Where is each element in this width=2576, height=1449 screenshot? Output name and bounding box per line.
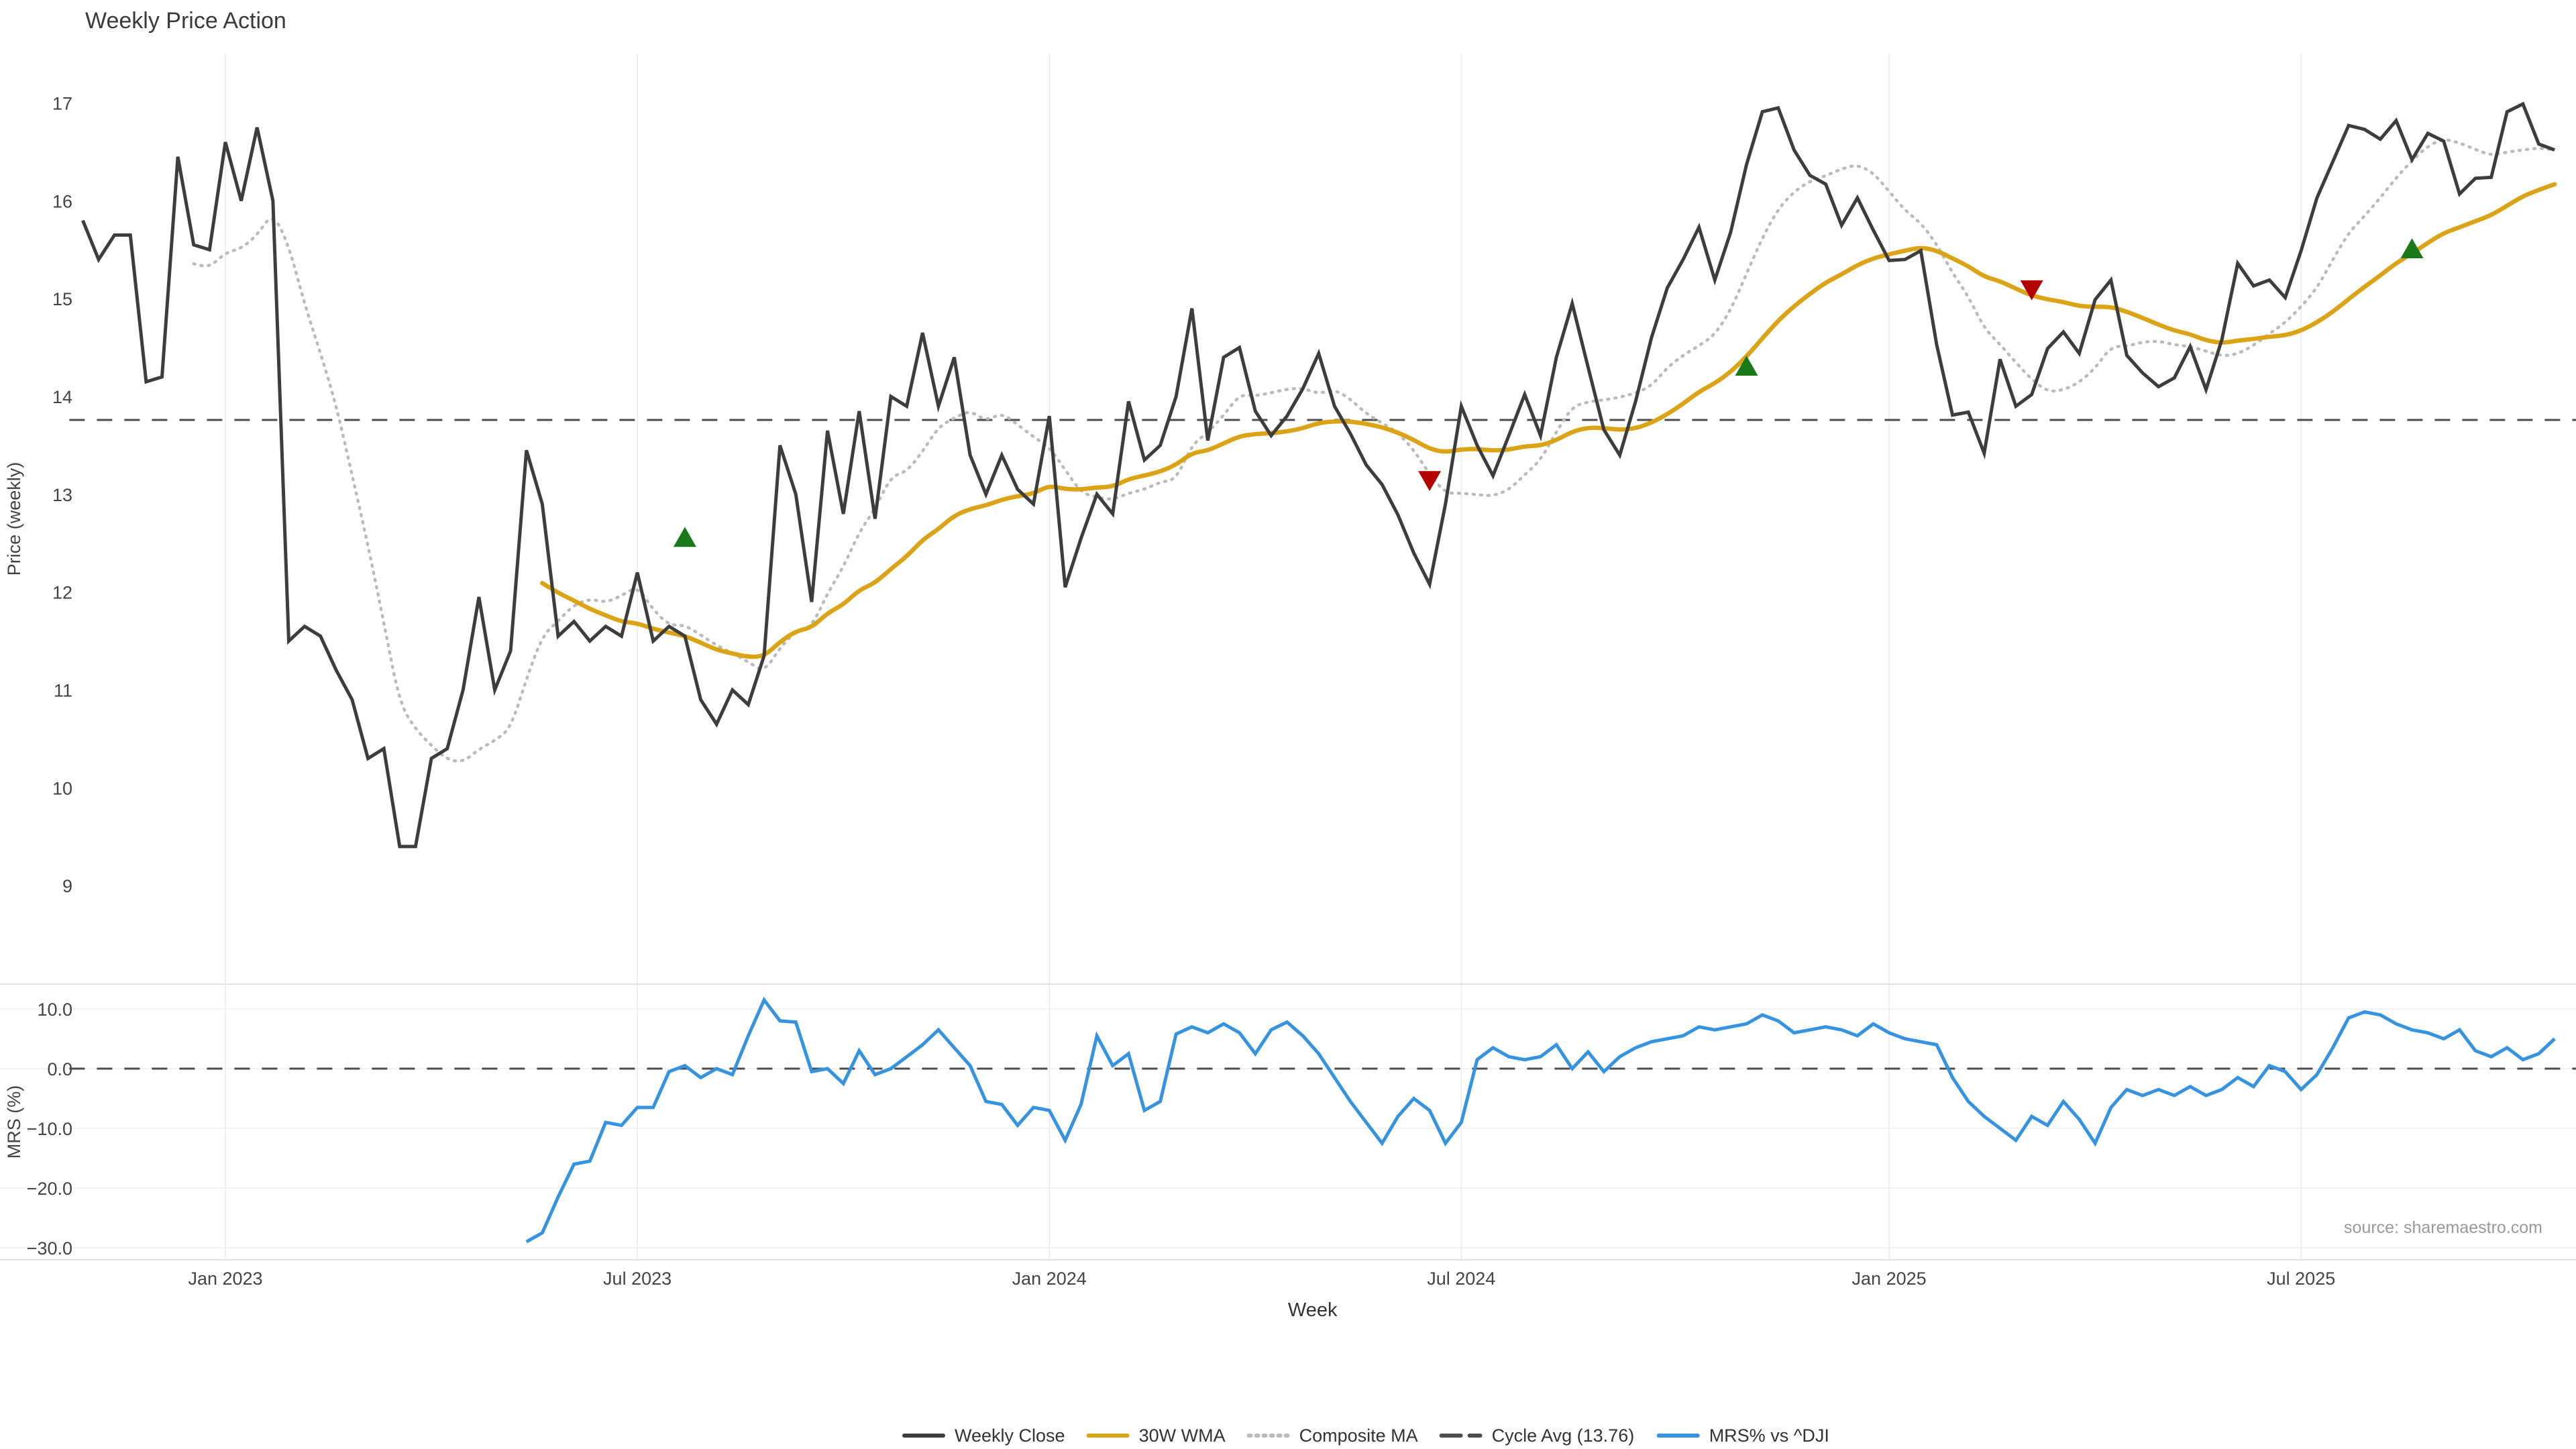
svg-text:Week: Week — [1288, 1299, 1338, 1321]
svg-text:MRS% vs ^DJI: MRS% vs ^DJI — [1709, 1426, 1829, 1446]
svg-text:Jul 2024: Jul 2024 — [1427, 1269, 1495, 1289]
svg-text:Price (weekly): Price (weekly) — [4, 462, 24, 576]
svg-text:source: sharemaestro.com: source: sharemaestro.com — [2344, 1218, 2542, 1237]
svg-text:17: 17 — [52, 94, 72, 114]
svg-text:Jan 2023: Jan 2023 — [188, 1269, 262, 1289]
svg-text:Cycle Avg (13.76): Cycle Avg (13.76) — [1492, 1426, 1635, 1446]
svg-text:Jul 2025: Jul 2025 — [2267, 1269, 2335, 1289]
svg-text:15: 15 — [52, 289, 72, 309]
svg-text:14: 14 — [52, 387, 72, 407]
svg-text:16: 16 — [52, 191, 72, 211]
svg-text:Jan 2025: Jan 2025 — [1852, 1269, 1927, 1289]
svg-text:Jul 2023: Jul 2023 — [603, 1269, 672, 1289]
svg-text:−30.0: −30.0 — [27, 1238, 72, 1258]
svg-text:10: 10 — [52, 778, 72, 798]
svg-text:Composite MA: Composite MA — [1299, 1426, 1418, 1446]
svg-text:0.0: 0.0 — [47, 1059, 72, 1079]
svg-text:−20.0: −20.0 — [27, 1179, 72, 1199]
svg-text:−10.0: −10.0 — [27, 1119, 72, 1139]
svg-text:13: 13 — [52, 485, 72, 505]
svg-text:10.0: 10.0 — [37, 1000, 72, 1020]
svg-text:12: 12 — [52, 583, 72, 603]
svg-text:30W WMA: 30W WMA — [1139, 1426, 1226, 1446]
svg-text:Jan 2024: Jan 2024 — [1012, 1269, 1087, 1289]
svg-text:11: 11 — [54, 681, 72, 701]
svg-text:9: 9 — [62, 876, 72, 896]
svg-text:MRS (%): MRS (%) — [4, 1085, 24, 1159]
svg-text:Weekly Close: Weekly Close — [955, 1426, 1065, 1446]
